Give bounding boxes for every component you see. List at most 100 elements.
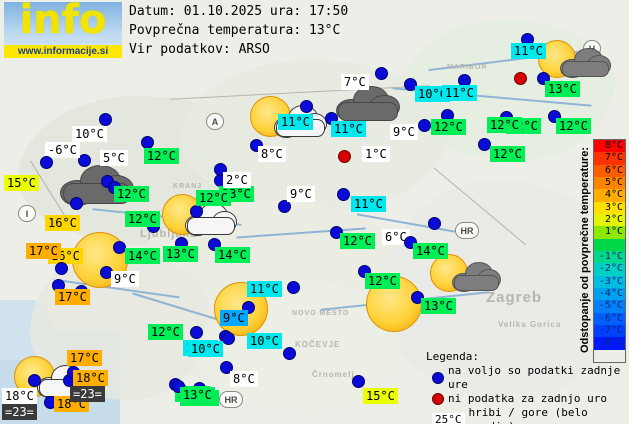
temperature-chip[interactable]: 12°C xyxy=(144,148,179,164)
scale-row: 2°C xyxy=(594,213,625,227)
city-label: KRANJ xyxy=(173,183,203,190)
temperature-chip[interactable]: 10°C xyxy=(72,126,107,142)
legend-item-label: hribi / gore (belo ozadje) xyxy=(468,406,588,424)
temperature-chip[interactable]: 5°C xyxy=(100,150,128,166)
station-dot[interactable] xyxy=(337,188,350,201)
station-dot[interactable] xyxy=(300,100,313,113)
temperature-chip[interactable]: -6°C xyxy=(45,142,80,158)
station-dot[interactable] xyxy=(55,262,68,275)
temperature-chip[interactable]: 11°C xyxy=(278,114,313,130)
station-dot[interactable] xyxy=(278,200,291,213)
temperature-chip[interactable]: 8°C xyxy=(230,371,258,387)
station-dot[interactable] xyxy=(40,156,53,169)
temperature-chip[interactable]: 12°C xyxy=(125,211,160,227)
station-dot[interactable] xyxy=(330,226,343,239)
city-label: MARIBOR xyxy=(447,64,488,71)
station-dot[interactable] xyxy=(375,67,388,80)
temperature-chip[interactable]: 10°C xyxy=(247,333,282,349)
temperature-chip[interactable]: 14°C xyxy=(215,247,250,263)
station-dot-no-data[interactable] xyxy=(514,72,527,85)
station-dot[interactable] xyxy=(99,113,112,126)
station-dot[interactable] xyxy=(352,375,365,388)
cloud-icon xyxy=(187,217,236,235)
temperature-chip[interactable]: 13°C xyxy=(180,387,215,403)
station-dot[interactable] xyxy=(190,326,203,339)
temperature-chip[interactable]: 17°C xyxy=(55,289,90,305)
scale-row: 6°C xyxy=(594,164,625,177)
station-dot[interactable] xyxy=(70,197,83,210)
temperature-chip[interactable]: 7°C xyxy=(341,74,369,90)
station-dot[interactable] xyxy=(287,281,300,294)
cloud-icon xyxy=(453,275,500,292)
temperature-chip[interactable]: 13°C xyxy=(421,298,456,314)
temperature-chip[interactable]: 18°C xyxy=(2,388,37,404)
temperature-chip[interactable]: 10°C xyxy=(415,86,450,102)
temperature-chip[interactable]: 18°C xyxy=(73,370,108,386)
station-dot[interactable] xyxy=(411,291,424,304)
temperature-chip[interactable]: 12°C xyxy=(365,273,400,289)
station-dot[interactable] xyxy=(428,217,441,230)
temperature-chip[interactable]: 12°C xyxy=(490,146,525,162)
cloud-icon xyxy=(338,102,398,121)
temperature-chip[interactable]: 11°C xyxy=(247,281,282,297)
temperature-chip[interactable]: 6°C xyxy=(382,229,410,245)
scale-row: -6°C xyxy=(594,312,625,325)
temperature-chip[interactable]: 1°C xyxy=(362,146,390,162)
station-dot[interactable] xyxy=(404,78,417,91)
temperature-chip[interactable]: 12°C xyxy=(487,117,522,133)
station-dot[interactable] xyxy=(222,332,235,345)
temperature-chip[interactable]: 14°C xyxy=(413,243,448,259)
country-code-badge: I xyxy=(18,205,36,222)
scale-row: -3°C xyxy=(594,275,625,288)
temperature-chip[interactable]: 15°C xyxy=(4,175,39,191)
temperature-chip[interactable]: 17°C xyxy=(67,350,102,366)
station-dot[interactable] xyxy=(113,241,126,254)
temperature-chip[interactable]: 11°C xyxy=(442,85,477,101)
temperature-chip[interactable]: 13°C xyxy=(163,246,198,262)
temperature-chip[interactable]: 12°C xyxy=(148,324,183,340)
temperature-chip[interactable]: 10°C xyxy=(188,341,223,357)
station-dot[interactable] xyxy=(78,154,91,167)
red-dot-icon xyxy=(432,393,444,405)
deviation-color-scale: 8°C 7°C 6°C 5°C 4°C 3°C 2°C 1°C -1°C -2°C -3°C -4°C… xyxy=(593,139,626,363)
legend-title: Legenda: xyxy=(426,350,479,363)
station-dot[interactable] xyxy=(220,361,233,374)
cloud-icon xyxy=(562,61,610,78)
station-dot[interactable] xyxy=(418,119,431,132)
temperature-chip[interactable]: 11°C xyxy=(511,43,546,59)
header-info: Datum: 01.10.2025 ura: 17:50 Povprečna t… xyxy=(129,2,348,59)
temperature-chip[interactable]: 15°C xyxy=(363,388,398,404)
temperature-chip[interactable]: 12°C xyxy=(556,118,591,134)
country-code-badge: A xyxy=(206,113,224,130)
temperature-chip[interactable]: 11°C xyxy=(351,196,386,212)
site-logo[interactable]: info www.informacije.si xyxy=(4,2,122,58)
temperature-chip[interactable]: 14°C xyxy=(125,248,160,264)
temperature-chip[interactable]: 9°C xyxy=(390,124,418,140)
temperature-chip[interactable]: 12°C xyxy=(114,186,149,202)
station-dot[interactable] xyxy=(478,138,491,151)
station-dot-no-data[interactable] xyxy=(338,150,351,163)
temperature-chip[interactable]: 8°C xyxy=(258,146,286,162)
station-dot[interactable] xyxy=(28,374,41,387)
mountain-temp-swatch-icon: 25°C xyxy=(432,413,465,424)
temperature-chip[interactable]: 16°C xyxy=(45,215,80,231)
temperature-chip[interactable]: 9°C xyxy=(220,310,248,326)
temperature-chip[interactable]: 2°C xyxy=(223,172,251,188)
temperature-chip[interactable]: 12°C xyxy=(196,190,231,206)
temperature-chip[interactable]: 12°C xyxy=(340,233,375,249)
temperature-chip[interactable]: 13°C xyxy=(545,81,580,97)
scale-row: 5°C xyxy=(594,176,625,190)
temperature-chip[interactable]: 12°C xyxy=(431,119,466,135)
temperature-chip[interactable]: 11°C xyxy=(331,121,366,137)
header-data-source: Vir podatkov: ARSO xyxy=(129,42,270,57)
station-dot[interactable] xyxy=(190,205,203,218)
city-label: Črnomelj xyxy=(312,370,355,379)
scale-row: -2°C xyxy=(594,263,625,276)
station-dot[interactable] xyxy=(283,347,296,360)
temperature-chip[interactable]: 9°C xyxy=(111,271,139,287)
legend-item-label: na voljo so podatki zadnje ure xyxy=(448,364,621,391)
temperature-chip[interactable]: 9°C xyxy=(287,186,315,202)
city-label: Velika Gorica xyxy=(498,320,562,329)
temperature-chip[interactable]: 17°C xyxy=(26,243,61,259)
